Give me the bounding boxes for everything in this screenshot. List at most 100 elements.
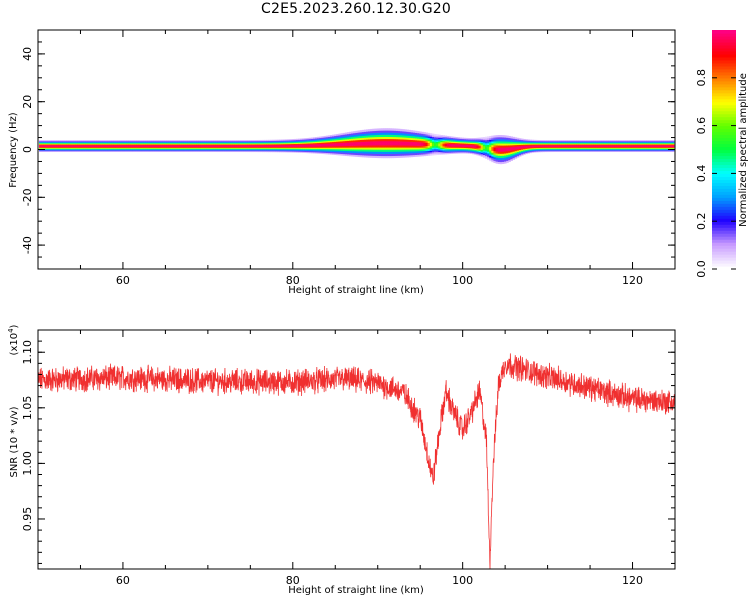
spectrogram-cell <box>397 145 401 148</box>
spectrogram-cell <box>457 138 460 140</box>
spectrogram-cell <box>563 140 567 143</box>
spectrogram-cell <box>482 142 486 145</box>
spectrogram-cell <box>70 149 74 151</box>
spectrogram-cell <box>162 150 165 153</box>
spectrogram-cell <box>406 133 409 136</box>
spectrogram-cell <box>408 153 412 156</box>
spectrogram-cell <box>535 147 539 149</box>
spectrogram-cell <box>565 141 569 143</box>
spectrogram-cell <box>43 146 46 148</box>
spectrogram-cell <box>257 141 261 143</box>
spectrogram-cell <box>310 138 314 141</box>
spectrogram-cell <box>521 146 524 149</box>
spectrogram-cell <box>308 147 312 149</box>
spectrogram-cell <box>400 135 403 138</box>
spectrogram-cell <box>419 142 422 145</box>
spectrogram-cell <box>459 149 463 152</box>
colorbar-segment <box>712 173 736 177</box>
spectrogram-cell <box>527 148 530 150</box>
spectrogram-cell <box>402 139 405 142</box>
spectrogram-cell <box>217 147 220 149</box>
spectrogram-cell <box>584 145 588 148</box>
spectrogram-cell <box>62 143 65 145</box>
spectrogram-y-tick-label: 20 <box>21 95 34 109</box>
spectrogram-cell <box>157 145 161 147</box>
spectrogram-cell <box>508 146 511 150</box>
spectrogram-cell <box>270 141 274 143</box>
spectrogram-cell <box>62 144 65 146</box>
spectrogram-cell <box>281 141 284 143</box>
spectrogram-cell <box>402 133 405 136</box>
spectrogram-cell <box>446 143 450 146</box>
spectrogram-cell <box>126 145 129 147</box>
spectrogram-cell <box>138 141 142 143</box>
spectrogram-cell <box>53 144 57 146</box>
spectrogram-y-label: Frequency (Hz) <box>8 112 19 188</box>
spectrogram-cell <box>94 140 97 143</box>
spectrogram-cell <box>75 148 78 150</box>
spectrogram-cell <box>123 150 127 152</box>
spectrogram-cell <box>268 144 271 147</box>
spectrogram-cell <box>661 145 664 147</box>
spectrogram-cell <box>268 145 271 148</box>
spectrogram-cell <box>164 149 167 151</box>
spectrogram-cell <box>595 150 598 152</box>
spectrogram-cell <box>366 151 369 154</box>
spectrogram-cell <box>478 149 482 151</box>
spectrogram-cell <box>68 145 72 148</box>
spectrogram-cell <box>472 151 475 154</box>
spectrogram-cell <box>151 147 155 149</box>
spectrogram-cell <box>406 141 409 144</box>
spectrogram-cell <box>179 146 182 148</box>
spectrogram-cell <box>425 147 429 150</box>
spectrogram-cell <box>635 140 639 143</box>
spectrogram-cell <box>236 140 240 143</box>
spectrogram-cell <box>90 149 93 151</box>
spectrogram-cell <box>495 137 499 140</box>
spectrogram-cell <box>111 147 114 149</box>
spectrogram-cell <box>329 136 333 139</box>
spectrogram-cell <box>586 141 590 143</box>
spectrogram-cell <box>281 149 284 151</box>
spectrogram-cell <box>363 147 367 150</box>
spectrogram-cell <box>185 150 189 152</box>
spectrogram-cell <box>109 150 112 152</box>
spectrogram-cell <box>77 150 80 153</box>
spectrogram-cell <box>531 147 535 149</box>
spectrogram-cell <box>665 149 668 151</box>
spectrogram-cell <box>111 149 114 151</box>
spectrogram-cell <box>245 142 248 144</box>
spectrogram-cell <box>393 141 397 144</box>
spectrogram-cell <box>247 145 250 148</box>
spectrogram-cell <box>49 140 53 142</box>
spectrogram-cell <box>450 142 454 145</box>
spectrogram-cell <box>87 150 91 153</box>
spectrogram-cell <box>618 144 622 146</box>
spectrogram-cell <box>196 142 199 144</box>
spectrogram-cell <box>92 142 95 144</box>
spectrogram-cell <box>518 151 522 153</box>
spectrogram-cell <box>610 149 613 151</box>
spectrogram-cell <box>417 149 420 152</box>
spectrogram-cell <box>646 141 649 143</box>
spectrogram-cell <box>219 142 223 144</box>
spectrogram-cell <box>472 140 475 142</box>
snr-x-tick-label: 120 <box>622 574 643 587</box>
spectrogram-cell <box>444 147 448 150</box>
spectrogram-cell <box>49 145 53 148</box>
spectrogram-cell <box>257 145 261 148</box>
spectrogram-cell <box>622 141 626 143</box>
spectrogram-cell <box>317 149 320 152</box>
spectrogram-cell <box>582 145 586 148</box>
spectrogram-cell <box>561 145 564 148</box>
spectrogram-cell <box>187 149 191 151</box>
spectrogram-cell <box>572 144 575 146</box>
spectrogram-cell <box>363 149 367 152</box>
spectrogram-cell <box>597 146 601 148</box>
spectrogram-cell <box>164 144 167 146</box>
spectrogram-cell <box>242 140 246 143</box>
spectrogram-cell <box>145 145 148 148</box>
spectrogram-cell <box>421 149 424 152</box>
spectrogram-cell <box>346 150 350 153</box>
